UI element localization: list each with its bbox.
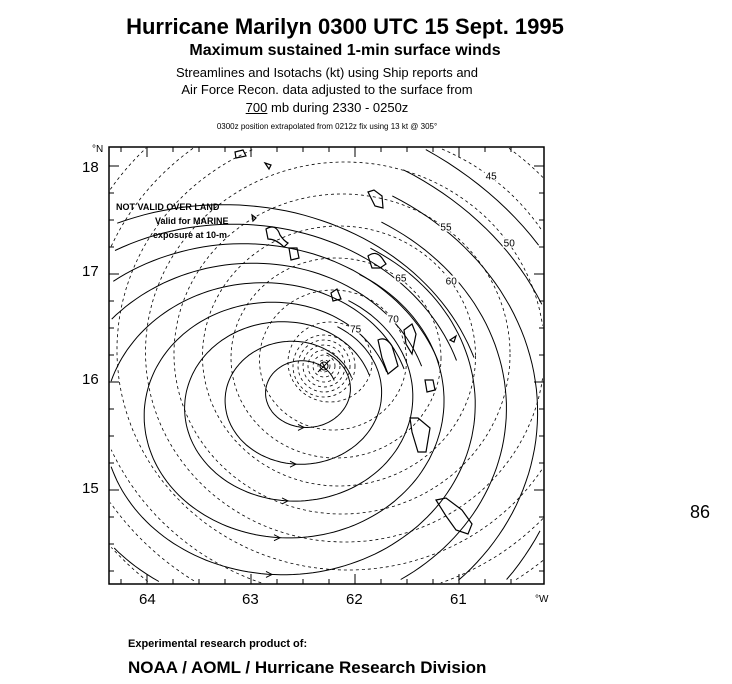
label-bg — [444, 275, 459, 286]
isotach-label: 70 — [388, 314, 400, 325]
isotach-inner — [312, 354, 336, 378]
chart-subtitle: Maximum sustained 1-min surface winds — [189, 42, 501, 59]
label-bg — [386, 313, 401, 324]
isotach-inner — [297, 339, 351, 393]
description-line-1: Streamlines and Isotachs (kt) using Ship… — [175, 65, 479, 80]
island — [435, 497, 473, 535]
isotach-label: 65 — [395, 274, 407, 285]
isotach-label: 50 — [504, 239, 516, 250]
lat-unit: °N — [92, 144, 103, 155]
label-bg — [502, 237, 517, 248]
warning-line-1: NOT VALID OVER LAND — [116, 202, 220, 212]
streamline-arrow — [265, 570, 274, 578]
description-line-3: 700 mb during 2330 - 0250z — [0, 100, 654, 116]
isotach-35 — [109, 147, 544, 582]
streamline — [265, 352, 351, 428]
streamline-arrow — [297, 423, 306, 431]
island — [448, 334, 458, 343]
isotach-labels: 75 70 65 60 55 50 45 — [349, 170, 517, 336]
streamline — [117, 149, 539, 358]
isotach-50 — [145, 161, 543, 543]
lon-label: 62 — [346, 591, 363, 608]
island — [367, 252, 387, 269]
streamline — [113, 195, 539, 581]
storm-center-symbol — [317, 359, 331, 373]
lon-label: 63 — [242, 591, 259, 608]
island — [409, 417, 431, 453]
lat-label: 17 — [82, 263, 99, 280]
isotach-inner — [307, 349, 341, 383]
lon-label: 64 — [139, 591, 156, 608]
isotach-30 — [111, 547, 149, 582]
time-range: mb during 2330 - 0250z — [267, 100, 409, 115]
islands — [234, 149, 473, 535]
isotach-inner — [292, 334, 356, 398]
chart-title: Hurricane Marilyn 0300 UTC 15 Sept. 1995 — [126, 14, 564, 39]
streamline-arrows — [265, 423, 306, 578]
streamline-arrow — [273, 534, 282, 542]
isotach-label: 45 — [486, 172, 498, 183]
lon-unit: °W — [535, 594, 549, 605]
streamline — [184, 300, 414, 502]
lon-label: 61 — [450, 591, 467, 608]
isotach-lines — [109, 147, 544, 584]
streamlines — [110, 149, 543, 582]
island — [367, 189, 384, 209]
streamline-arrow — [289, 460, 298, 468]
island — [234, 149, 247, 159]
label-bg — [349, 323, 364, 334]
streamline — [143, 273, 445, 539]
streamline — [110, 247, 476, 576]
label-bg — [484, 170, 499, 181]
warning-line-2: Valid for MARINE — [155, 216, 229, 226]
lat-label: 16 — [82, 371, 99, 388]
island — [424, 379, 436, 393]
isotach-75 — [287, 321, 373, 403]
island — [265, 226, 290, 248]
footer-credit-line: Experimental research product of: — [128, 638, 308, 650]
lat-label: 18 — [82, 159, 99, 176]
isotach-40 — [110, 147, 544, 584]
isotach-70 — [259, 289, 407, 431]
isotach-label: 75 — [350, 325, 362, 336]
wind-analysis-map: NOT VALID OVER LAND Valid for MARINE exp… — [82, 144, 549, 608]
island — [330, 288, 342, 302]
description-line-2: Air Force Recon. data adjusted to the su… — [181, 82, 473, 97]
pressure-level: 700 — [245, 100, 268, 115]
longitude-labels: 64 63 62 61 °W — [139, 591, 549, 608]
island — [263, 161, 272, 171]
streamline — [114, 169, 543, 580]
isotach-60 — [202, 225, 476, 487]
isotach-label: 55 — [440, 223, 452, 234]
isotach-inner — [317, 359, 331, 373]
isotach-label: 60 — [446, 277, 458, 288]
streamline — [224, 326, 383, 465]
position-note: 0300z position extrapolated from 0212z f… — [216, 122, 438, 131]
island — [377, 323, 417, 375]
tick-marks — [109, 147, 544, 584]
warning-line-3: exposure at 10-m — [153, 230, 227, 240]
lat-label: 15 — [82, 480, 99, 497]
island — [288, 247, 300, 261]
label-bg — [394, 272, 409, 283]
footer-organization: NOAA / AOML / Hurricane Research Divisio… — [128, 658, 487, 677]
isotach-45 — [116, 148, 543, 571]
label-bg — [439, 221, 454, 232]
map-frame — [108, 146, 545, 585]
isotach-65 — [230, 257, 442, 459]
page-number: 86 — [690, 502, 711, 522]
island — [251, 213, 257, 223]
land-warning: NOT VALID OVER LAND Valid for MARINE exp… — [116, 202, 229, 240]
latitude-labels: 18 17 16 15 °N — [82, 144, 103, 497]
streamline-arrow — [281, 497, 290, 505]
